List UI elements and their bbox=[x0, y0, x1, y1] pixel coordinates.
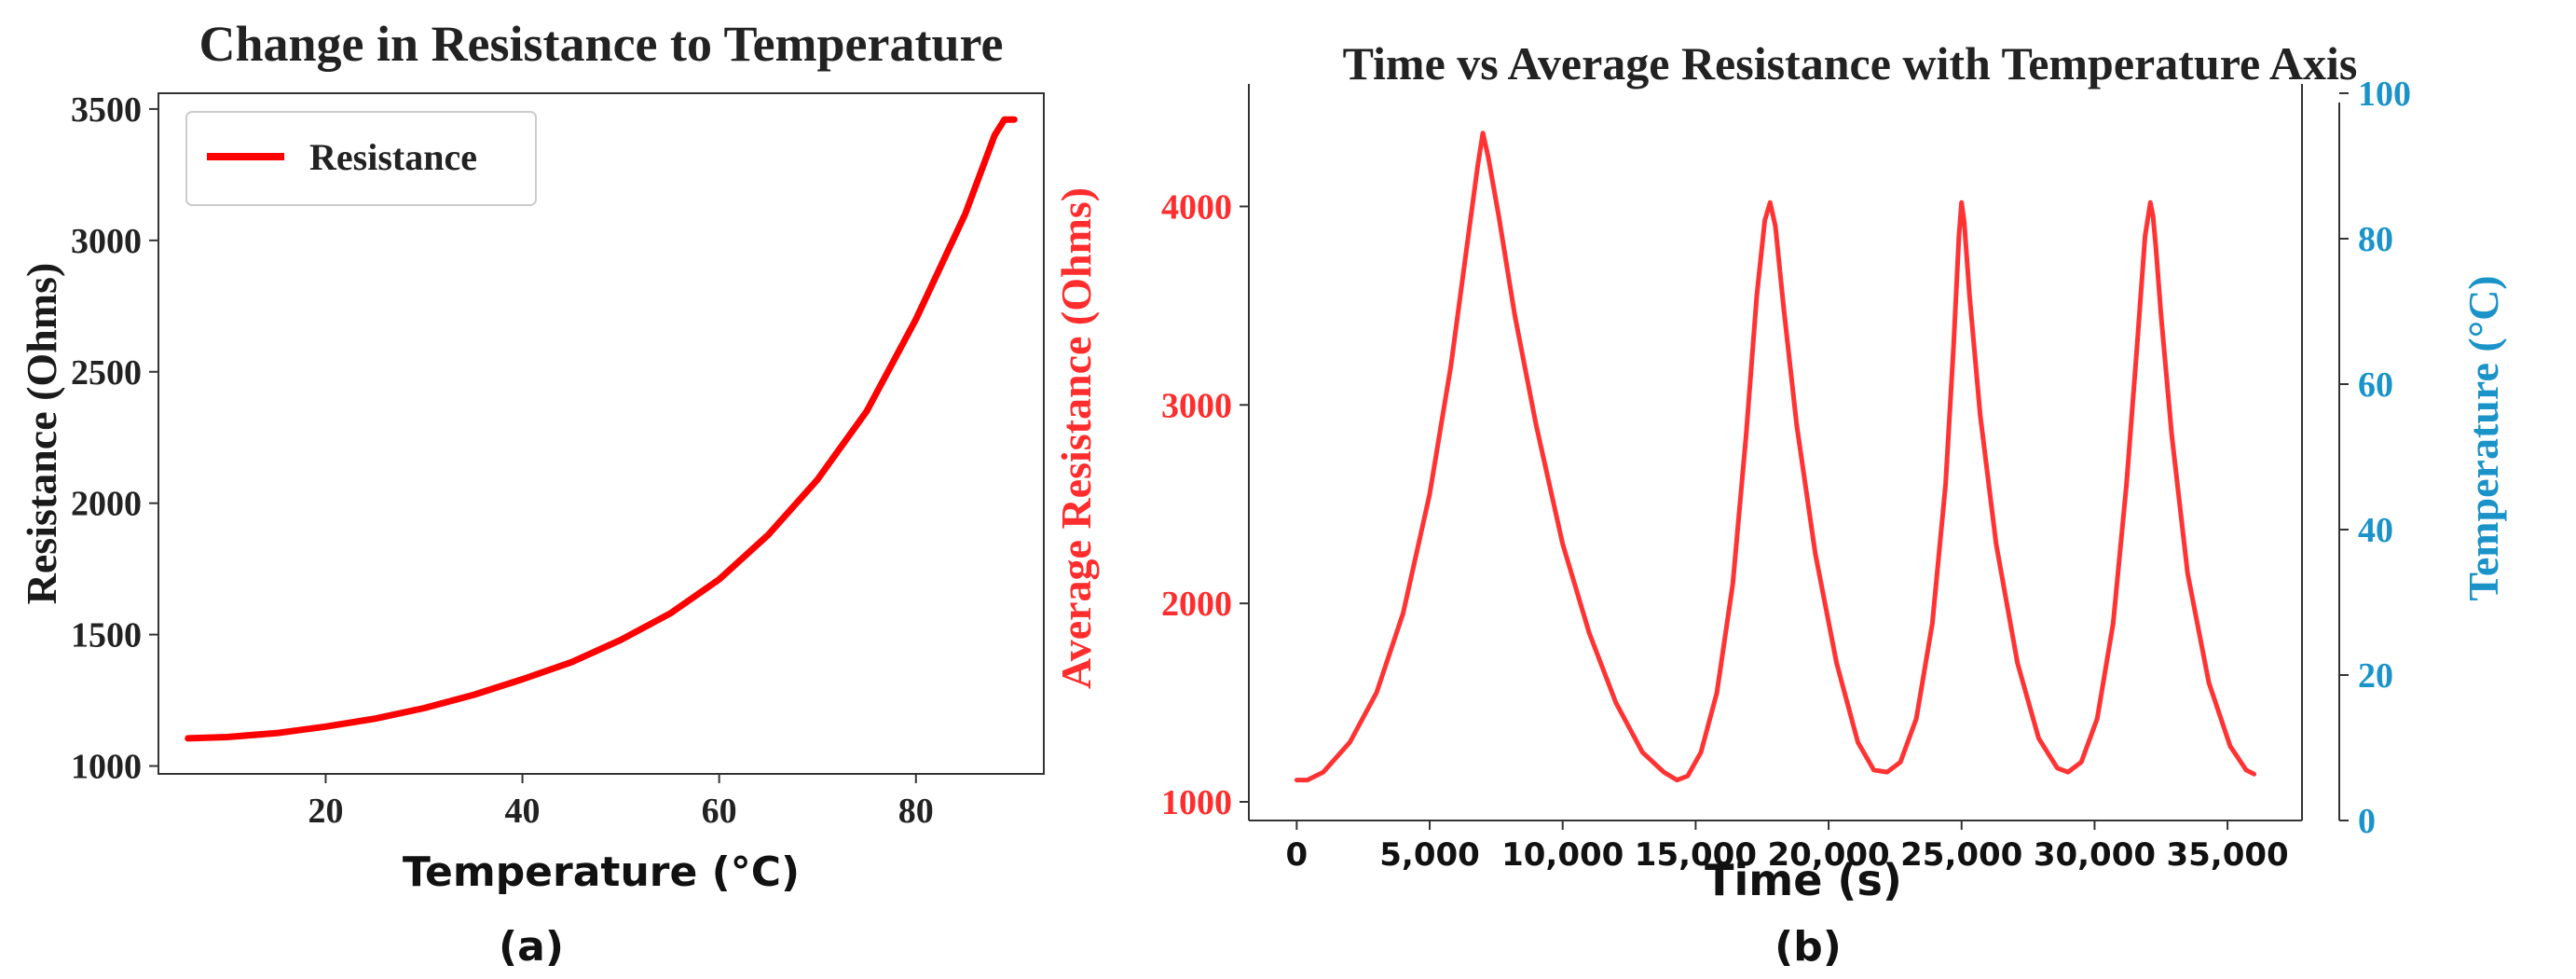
panel-a-y-tick-label: 2000 bbox=[71, 485, 142, 524]
panel-b-y-tick-label: 4000 bbox=[1161, 187, 1232, 227]
panel-b-x-tick-label: 0 bbox=[1286, 836, 1309, 874]
panel-a: Change in Resistance to Temperature 20 40… bbox=[18, 16, 1045, 971]
panel-a-legend: Resistance bbox=[185, 111, 537, 206]
panel-a-x-axis-label: Temperature (°C) bbox=[403, 848, 800, 896]
panel-a-label: (a) bbox=[499, 923, 564, 971]
panel-b-x-tick-label: 35,000 bbox=[2166, 836, 2288, 874]
panel-a-y-tick-label: 3000 bbox=[71, 222, 142, 261]
panel-a-x-tick-label: 20 bbox=[308, 792, 343, 831]
panel-b: Time vs Average Resistance with Temperat… bbox=[1052, 37, 2507, 971]
panel-b-title: Time vs Average Resistance with Temperat… bbox=[1343, 37, 2358, 90]
panel-b-x-tick-label: 15,000 bbox=[1635, 836, 1757, 874]
panel-b-y2-tick-label: 20 bbox=[2358, 656, 2393, 696]
panel-b-x-axis-label: Time (s) bbox=[1705, 855, 1902, 905]
panel-a-y-axis-label: Resistance (Ohms) bbox=[18, 263, 65, 605]
panel-b-y-axis-label: Average Resistance (Ohms) bbox=[1052, 187, 1100, 689]
panel-b-y-tick-label: 2000 bbox=[1161, 585, 1232, 624]
panel-a-y-tick-label: 2500 bbox=[71, 353, 142, 393]
panel-b-x-tick-label: 20,000 bbox=[1767, 836, 1889, 874]
panel-a-x-tick-label: 60 bbox=[702, 792, 737, 831]
panel-b-x-tick-label: 30,000 bbox=[2034, 836, 2156, 874]
panel-b-y-tick-label: 3000 bbox=[1161, 386, 1232, 425]
panel-a-y-tick-label: 1500 bbox=[71, 616, 142, 655]
panel-b-y2-tick-label: 80 bbox=[2358, 220, 2393, 259]
panel-b-y2-tick-label: 60 bbox=[2358, 365, 2393, 405]
panel-a-plot-frame bbox=[158, 92, 1045, 775]
panel-a-title: Change in Resistance to Temperature bbox=[199, 16, 1004, 72]
panel-b-x-tick-label: 5,000 bbox=[1379, 836, 1480, 874]
panel-a-series-line-resistance bbox=[185, 116, 1018, 742]
panel-a-x-tick-label: 40 bbox=[505, 792, 541, 831]
panel-b-x-tick-label: 25,000 bbox=[1900, 836, 2022, 874]
panel-b-y2-axis-label: Temperature (°C) bbox=[2460, 275, 2507, 600]
legend-box bbox=[185, 111, 537, 206]
panel-a-y-tick-label: 3500 bbox=[71, 90, 142, 130]
legend-entry-resistance: Resistance bbox=[309, 136, 477, 178]
panel-b-series-line-average-resistance bbox=[1294, 131, 2257, 783]
panel-b-label: (b) bbox=[1774, 923, 1842, 971]
panel-a-x-tick-label: 80 bbox=[898, 792, 934, 831]
panel-b-y2-tick-label: 0 bbox=[2358, 802, 2376, 841]
panel-b-y-tick-label: 1000 bbox=[1161, 783, 1232, 822]
panel-a-y-tick-label: 1000 bbox=[71, 748, 142, 787]
panel-b-x-tick-label: 10,000 bbox=[1501, 836, 1624, 874]
panel-b-y2-tick-label: 100 bbox=[2358, 75, 2411, 114]
panel-b-y2-tick-label: 40 bbox=[2358, 511, 2393, 550]
